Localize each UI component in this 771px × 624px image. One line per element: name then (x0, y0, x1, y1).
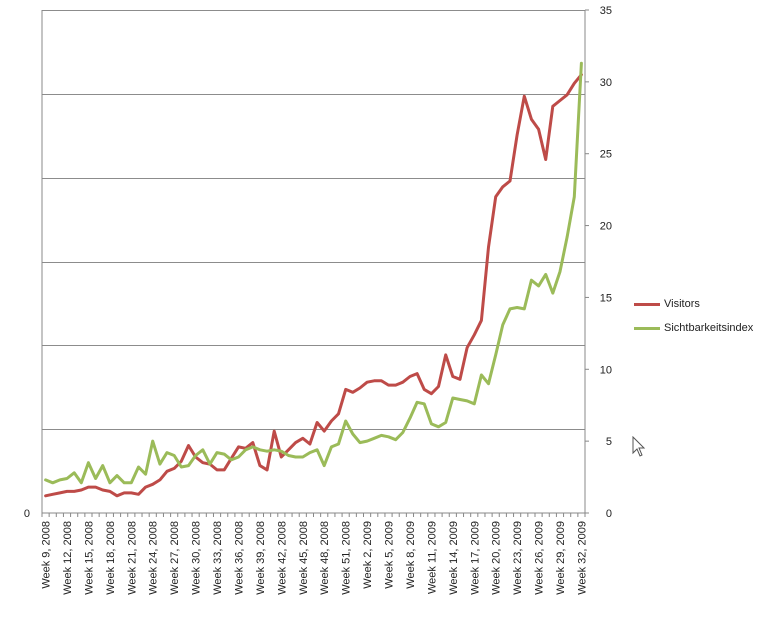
x-tick-label: Week 42, 2008 (276, 521, 288, 595)
y-left-tick-label: 0 (24, 508, 30, 520)
x-tick-label: Week 21, 2008 (126, 521, 138, 595)
x-tick-label: Week 2, 2009 (362, 521, 374, 589)
legend-swatch-visitors (634, 302, 660, 306)
x-tick-label: Week 9, 2008 (41, 521, 53, 589)
x-tick-label: Week 12, 2008 (62, 521, 74, 595)
x-tick-label: Week 15, 2008 (83, 521, 95, 595)
x-tick-label: Week 18, 2008 (105, 521, 117, 595)
y-right-tick-labels: 0 5 10 15 20 25 30 35 (585, 5, 612, 520)
x-tick-label: Week 45, 2008 (298, 521, 310, 595)
x-tick-label: Week 24, 2008 (148, 521, 160, 595)
y-right-tick-label: 35 (600, 5, 612, 17)
y-right-tick-label: 30 (600, 77, 612, 89)
x-tick-label: Week 17, 2009 (469, 521, 481, 595)
x-tick-label: Week 27, 2008 (169, 521, 181, 595)
y-right-tick-label: 15 (600, 292, 612, 304)
series-line-visitors (44, 73, 583, 498)
legend-item-visitors: Visitors (634, 292, 753, 316)
y-left-tick-labels: 0 (24, 508, 30, 520)
legend-swatch-sichtbarkeitsindex (634, 326, 660, 330)
legend-label-sichtbarkeitsindex: Sichtbarkeitsindex (664, 322, 754, 334)
y-right-tick-label: 10 (600, 364, 612, 376)
mouse-pointer-icon (632, 435, 646, 463)
x-tick-label: Week 51, 2008 (341, 521, 353, 595)
legend: Visitors Sichtbarkeitsindex (634, 292, 753, 340)
y-right-tick-label: 25 (600, 149, 612, 161)
series-lines (44, 61, 583, 498)
gridlines (42, 10, 585, 430)
x-axis-tick-labels: Week 9, 2008 Week 12, 2008 Week 15, 2008 We… (41, 521, 589, 595)
legend-label-visitors: Visitors (664, 298, 700, 310)
x-axis-ticks (41, 513, 586, 517)
x-tick-label: Week 26, 2009 (534, 521, 546, 595)
y-right-tick-label: 5 (606, 436, 612, 448)
legend-item-sichtbarkeitsindex: Sichtbarkeitsindex (634, 316, 753, 340)
series-line-sichtbarkeitsindex (44, 61, 583, 485)
x-tick-label: Week 8, 2009 (405, 521, 417, 589)
x-tick-label: Week 23, 2009 (512, 521, 524, 595)
x-tick-label: Week 14, 2009 (448, 521, 460, 595)
x-tick-label: Week 33, 2008 (212, 521, 224, 595)
x-tick-label: Week 48, 2008 (319, 521, 331, 595)
x-tick-label: Week 32, 2009 (576, 521, 588, 595)
x-tick-label: Week 5, 2009 (384, 521, 396, 589)
x-tick-label: Week 30, 2008 (191, 521, 203, 595)
x-tick-label: Week 39, 2008 (255, 521, 267, 595)
y-right-tick-label: 20 (600, 221, 612, 233)
x-tick-label: Week 11, 2009 (426, 521, 438, 594)
x-tick-label: Week 36, 2008 (233, 521, 245, 595)
x-tick-label: Week 20, 2009 (491, 521, 503, 595)
x-tick-label: Week 29, 2009 (555, 521, 567, 595)
y-right-tick-label: 0 (606, 508, 612, 520)
